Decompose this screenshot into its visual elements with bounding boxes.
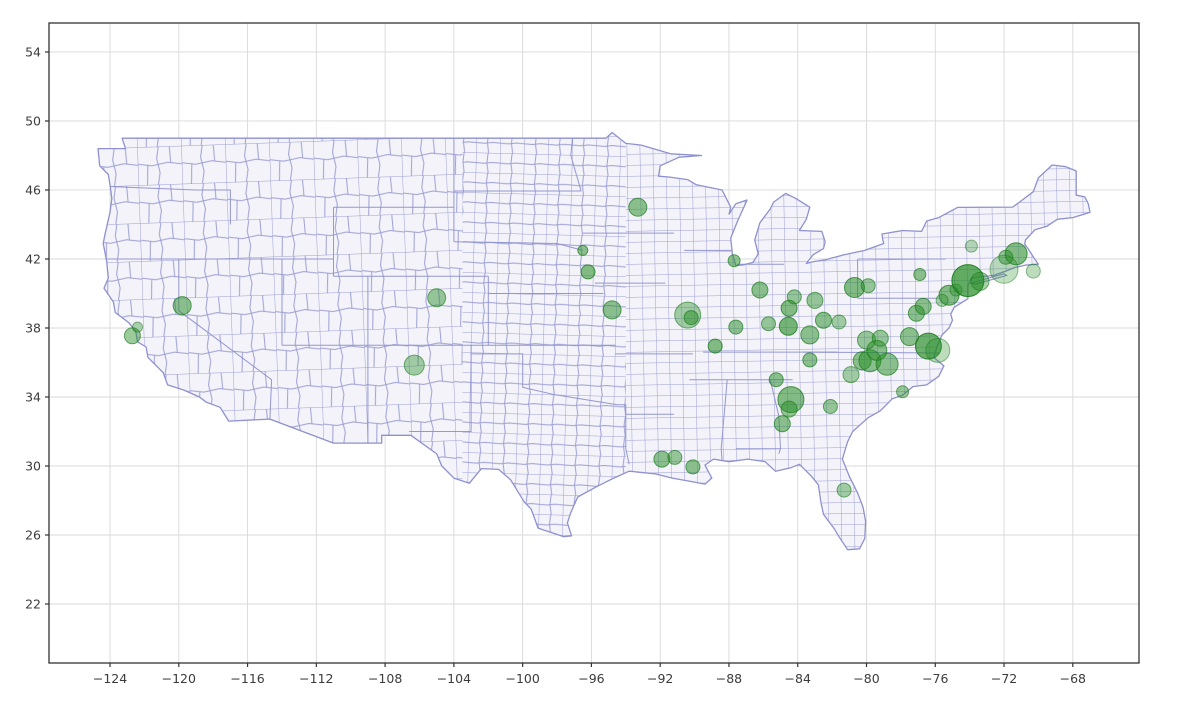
state-border-line [769,379,782,455]
x-tick-label: −120 [162,671,196,686]
data-bubble [427,288,447,308]
data-bubble [773,415,791,433]
x-tick-label: −68 [1060,671,1086,686]
data-bubble [1004,242,1028,266]
x-tick-label: −100 [505,671,539,686]
x-tick-label: −84 [785,671,811,686]
state-border-line [720,379,728,461]
x-tick-label: −116 [230,671,264,686]
axis-ticks [45,51,1074,667]
y-tick-label: 50 [25,113,41,128]
state-border-line [109,186,231,225]
data-bubble [964,239,978,253]
data-bubble [935,293,949,307]
state-border-line [471,353,630,465]
x-tick-label: −72 [991,671,1017,686]
data-bubble [727,254,741,268]
data-bubble [844,277,865,298]
data-bubble [683,310,699,326]
data-bubble [132,321,143,333]
data-bubble [685,459,701,475]
data-bubble [780,400,798,418]
data-bubble [707,338,723,354]
data-bubble [800,325,820,345]
data-bubble [914,297,932,315]
data-bubble [1025,263,1041,279]
data-bubble [777,386,805,414]
axis-tick-labels: −124 −120 −116 −112 −108 −104 −100 −96 −92 −88 −84… [25,44,1086,686]
data-bubble [815,311,832,329]
data-bubble [806,291,824,309]
y-tick-label: 26 [25,528,41,543]
y-tick-label: 46 [25,182,41,197]
county-texture-west [98,132,463,550]
data-bubble [871,329,889,347]
y-tick-label: 38 [25,320,41,335]
state-borders [106,138,946,465]
x-tick-label: −96 [578,671,604,686]
data-bubble [761,316,776,332]
data-bubble [768,372,784,388]
data-bubble [403,354,425,376]
data-bubble [998,249,1014,265]
plot-border [48,22,1140,664]
x-tick-label: −112 [299,671,333,686]
data-bubble [653,450,671,468]
data-bubble [831,314,847,330]
data-bubble [667,449,683,465]
data-bubble [786,289,802,305]
data-bubble [860,278,876,294]
y-tick-label: 54 [25,44,41,59]
state-border-line [453,241,583,251]
data-bubble [751,281,769,299]
data-bubble [778,316,798,336]
x-tick-label: −80 [853,671,879,686]
x-tick-label: −76 [922,671,948,686]
data-bubble [970,271,990,291]
state-border-line [178,259,273,420]
x-tick-label: −88 [716,671,742,686]
y-tick-label: 30 [25,458,41,473]
data-bubble [989,254,1019,284]
data-bubble [172,296,192,316]
data-bubble [577,244,589,256]
data-bubble [822,399,838,414]
data-bubble [914,332,942,360]
x-tick-label: −92 [647,671,673,686]
data-bubble [925,337,951,363]
data-bubble [842,366,860,384]
data-bubble [836,482,852,498]
state-border-line [409,345,472,432]
x-tick-label: −104 [437,671,471,686]
data-bubble [900,327,919,347]
data-bubble [913,268,927,281]
y-tick-label: 34 [25,389,41,404]
data-bubble [728,319,744,335]
bubble-layer [123,197,1041,498]
county-texture-central [462,132,626,550]
x-tick-label: −108 [368,671,402,686]
data-bubble [602,300,622,320]
data-bubble [580,264,596,280]
x-tick-label: −124 [93,671,127,686]
data-bubble [628,197,648,217]
state-border-line [570,138,582,192]
y-tick-label: 42 [25,251,41,266]
us-county-basemap [98,132,1090,550]
data-bubble [857,330,876,350]
data-bubble [866,339,888,361]
data-bubble [802,352,818,368]
data-bubble [896,385,910,399]
data-bubble [951,264,985,298]
y-tick-label: 22 [25,597,41,612]
